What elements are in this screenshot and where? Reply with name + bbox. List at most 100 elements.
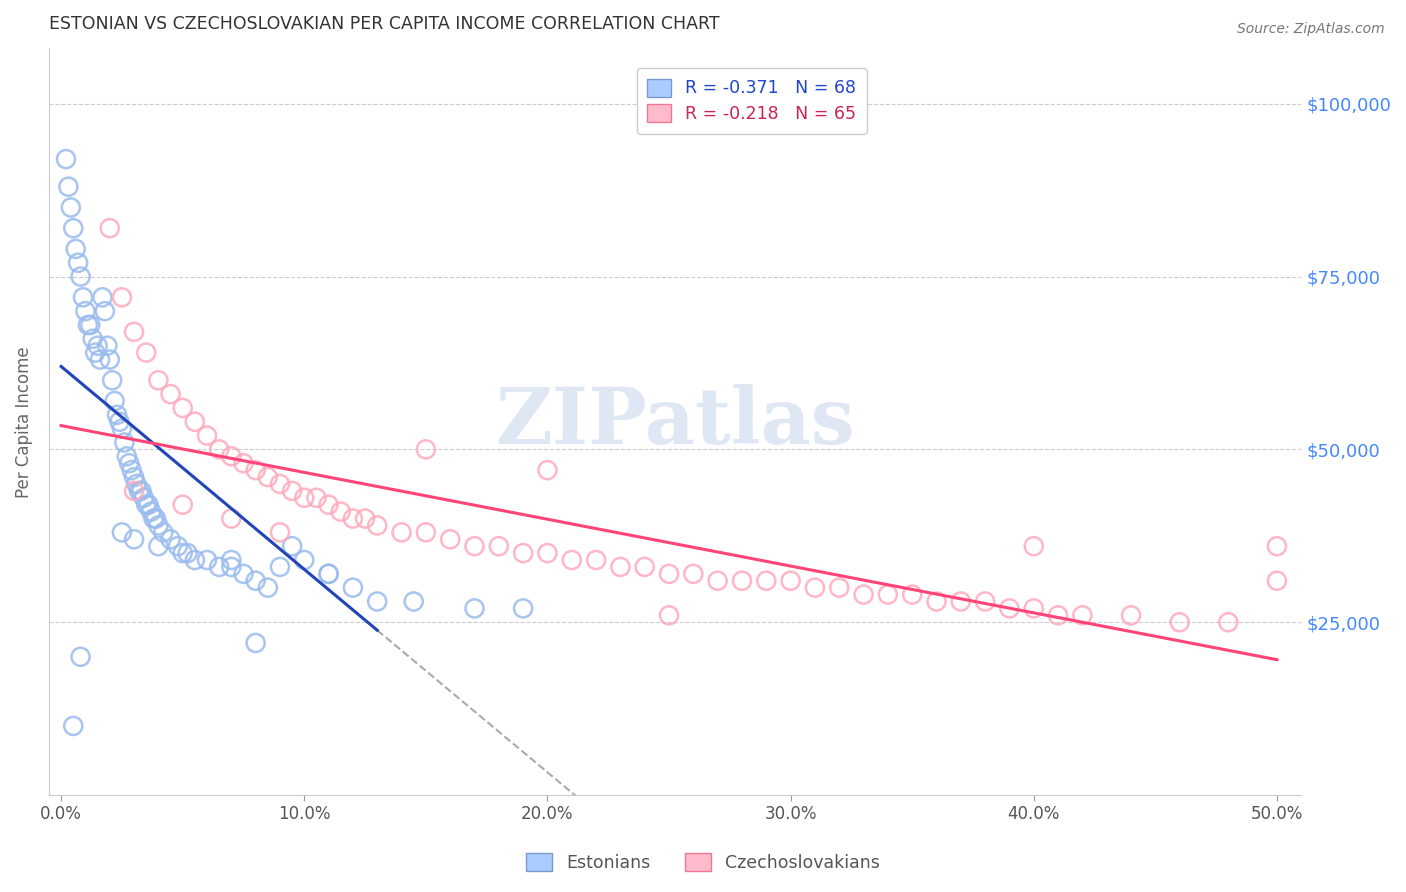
Point: [82, 332, 104, 346]
Point: [101, 373, 124, 387]
Point: [415, 442, 437, 457]
Point: [98, 221, 121, 235]
Point: [195, 553, 218, 567]
Point: [318, 566, 340, 581]
Point: [55, 152, 77, 166]
Point: [1265, 574, 1288, 588]
Point: [585, 553, 607, 567]
Point: [111, 525, 134, 540]
Text: ZIPatlas: ZIPatlas: [495, 384, 855, 459]
Point: [122, 483, 145, 498]
Point: [852, 588, 875, 602]
Point: [463, 539, 485, 553]
Point: [342, 581, 364, 595]
Point: [609, 560, 631, 574]
Point: [974, 594, 997, 608]
Point: [1119, 608, 1142, 623]
Point: [122, 533, 145, 547]
Point: [94, 304, 117, 318]
Point: [115, 450, 138, 464]
Point: [172, 401, 194, 415]
Point: [561, 553, 583, 567]
Point: [366, 594, 388, 608]
Point: [245, 636, 267, 650]
Point: [65, 242, 87, 256]
Point: [658, 566, 681, 581]
Point: [221, 511, 243, 525]
Point: [75, 304, 97, 318]
Point: [72, 290, 94, 304]
Point: [79, 318, 101, 332]
Legend: Estonians, Czechoslovakians: Estonians, Czechoslovakians: [519, 847, 887, 879]
Point: [536, 463, 558, 477]
Point: [318, 498, 340, 512]
Point: [488, 539, 510, 553]
Point: [69, 269, 91, 284]
Point: [108, 415, 131, 429]
Point: [256, 470, 278, 484]
Point: [232, 566, 254, 581]
Point: [139, 505, 162, 519]
Point: [318, 566, 340, 581]
Point: [682, 566, 704, 581]
Point: [58, 179, 80, 194]
Point: [1168, 615, 1191, 630]
Point: [111, 290, 134, 304]
Point: [77, 318, 100, 332]
Point: [439, 533, 461, 547]
Point: [804, 581, 827, 595]
Point: [142, 511, 165, 525]
Point: [221, 553, 243, 567]
Point: [232, 456, 254, 470]
Point: [122, 470, 145, 484]
Point: [269, 477, 291, 491]
Point: [89, 352, 111, 367]
Point: [391, 525, 413, 540]
Point: [292, 553, 315, 567]
Point: [305, 491, 328, 505]
Point: [135, 345, 157, 359]
Point: [159, 533, 181, 547]
Point: [105, 408, 128, 422]
Point: [281, 539, 304, 553]
Point: [67, 256, 90, 270]
Point: [1047, 608, 1070, 623]
Point: [779, 574, 801, 588]
Point: [1022, 539, 1045, 553]
Point: [121, 463, 143, 477]
Point: [706, 574, 728, 588]
Point: [148, 373, 170, 387]
Point: [125, 477, 148, 491]
Point: [208, 560, 231, 574]
Point: [828, 581, 851, 595]
Point: [269, 560, 291, 574]
Point: [91, 290, 114, 304]
Point: [131, 483, 153, 498]
Point: [138, 498, 160, 512]
Point: [145, 511, 167, 525]
Point: [148, 539, 170, 553]
Point: [281, 483, 304, 498]
Point: [111, 422, 134, 436]
Point: [96, 339, 118, 353]
Point: [1071, 608, 1094, 623]
Point: [949, 594, 972, 608]
Point: [329, 505, 352, 519]
Point: [245, 463, 267, 477]
Point: [755, 574, 778, 588]
Point: [901, 588, 924, 602]
Point: [1218, 615, 1240, 630]
Point: [176, 546, 198, 560]
Point: [184, 553, 207, 567]
Point: [269, 525, 291, 540]
Point: [98, 352, 121, 367]
Point: [876, 588, 898, 602]
Point: [148, 518, 170, 533]
Point: [112, 435, 135, 450]
Point: [292, 491, 315, 505]
Legend: R = -0.371   N = 68, R = -0.218   N = 65: R = -0.371 N = 68, R = -0.218 N = 65: [637, 69, 868, 134]
Point: [59, 201, 82, 215]
Point: [415, 525, 437, 540]
Point: [256, 581, 278, 595]
Point: [122, 325, 145, 339]
